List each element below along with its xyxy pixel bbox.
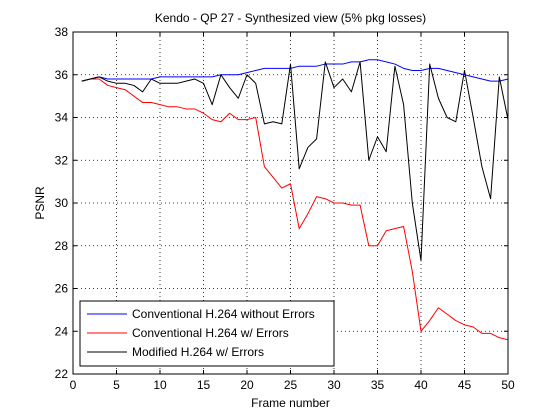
y-tick-label: 24: [55, 324, 69, 338]
y-tick-label: 32: [55, 153, 69, 167]
series-line-3: [81, 61, 509, 262]
y-tick-label: 34: [55, 111, 69, 125]
y-tick-label: 36: [55, 68, 69, 82]
x-tick-label: 0: [70, 378, 77, 392]
legend-label-3: Modified H.264 w/ Errors: [132, 345, 264, 359]
y-tick-label: 30: [55, 196, 69, 210]
x-tick-label: 5: [113, 378, 120, 392]
y-tick-label: 26: [55, 282, 69, 296]
y-axis-label: PSNR: [33, 186, 47, 220]
x-tick-label: 40: [414, 378, 428, 392]
x-tick-label: 45: [458, 378, 472, 392]
x-tick-label: 30: [327, 378, 341, 392]
axis-ticks: 0 5 10 15 20 25 30 35 40 45 50 22 24 26 28 30 32 34 36 38: [55, 25, 515, 392]
x-tick-label: 10: [153, 378, 167, 392]
x-tick-label: 20: [240, 378, 254, 392]
x-tick-label: 25: [284, 378, 298, 392]
series-line-1: [81, 59, 509, 82]
legend-label-1: Conventional H.264 without Errors: [132, 307, 315, 321]
x-tick-label: 50: [501, 378, 515, 392]
x-axis-label: Frame number: [251, 396, 330, 410]
series-line-2: [81, 78, 509, 341]
x-tick-label: 35: [371, 378, 385, 392]
y-tick-label: 22: [55, 367, 69, 381]
y-tick-label: 38: [55, 25, 69, 39]
legend-label-2: Conventional H.264 w/ Errors: [132, 326, 289, 340]
y-tick-label: 28: [55, 239, 69, 253]
x-tick-label: 15: [197, 378, 211, 392]
series-layer: [81, 59, 509, 341]
chart-title: Kendo - QP 27 - Synthesized view (5% pkg…: [155, 11, 426, 25]
legend: Conventional H.264 without Errors Convent…: [79, 300, 335, 367]
